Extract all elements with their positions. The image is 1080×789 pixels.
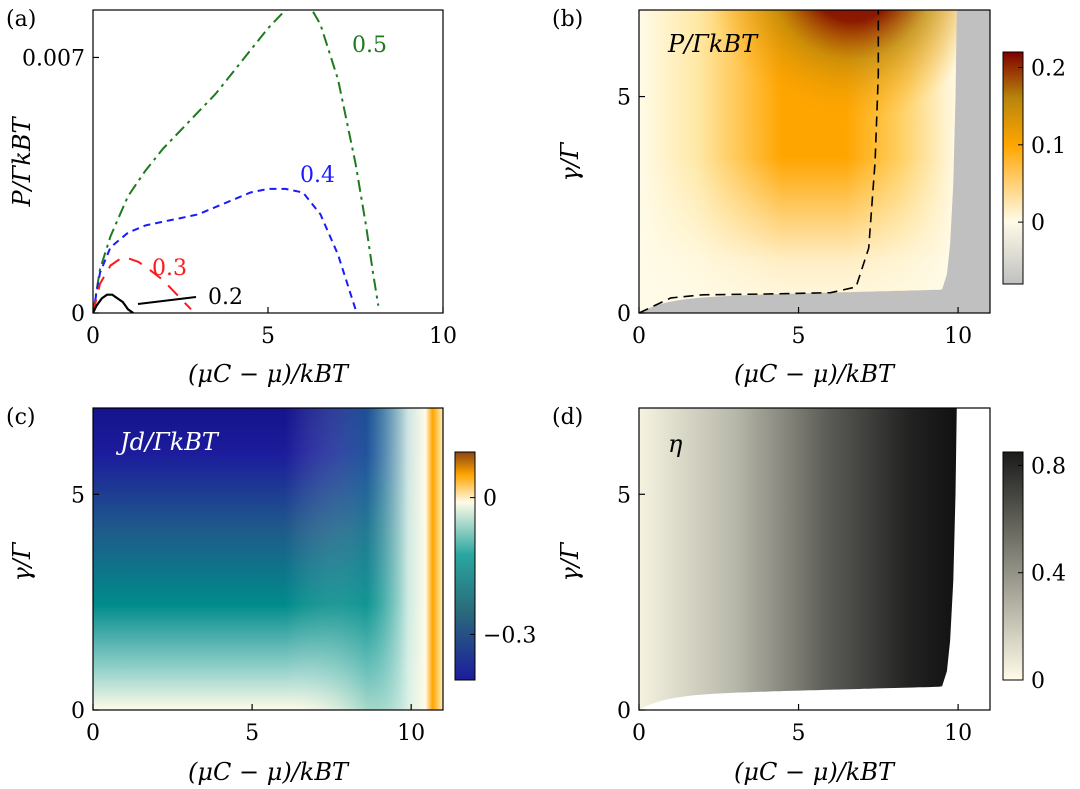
panel-a: (a) 0 5 10 0 0.007 0.5 0.4 0.3 0.2 (μC − μ)/… [6,7,457,388]
series-line-0.4 [93,187,357,313]
series-line-0.3 [93,257,192,313]
optimal-gamma-dashed-line [639,10,880,313]
panel-label-c: (c) [6,405,36,430]
series-label-0.5: 0.5 [352,33,387,58]
y-axis-label-d: γ/Γ [556,541,584,581]
plot-frame-c [92,407,444,711]
colorbar-d [1002,451,1024,681]
x-tick-label: 5 [261,324,275,349]
x-tick-label: 0 [86,721,100,746]
x-tick-label: 10 [944,721,972,746]
panel-label-a: (a) [6,7,36,32]
panel-b: (b) P/ΓkBT 0 5 10 0 5 0.2 0.1 0 (μC − μ)/kBT γ… [552,7,1066,388]
heatmap-annotation-b: P/ΓkBT [667,30,759,58]
heatmap-d [639,408,990,710]
plot-frame-d [638,407,991,711]
series-label-0.2-leader [137,296,197,305]
x-axis-label-b: (μC − μ)/kBT [734,360,896,388]
series-label-0.3: 0.3 [152,256,187,281]
x-tick-label: 5 [792,324,806,349]
plot-frame-a [92,9,444,314]
colorbar-tick-label: 0 [1031,669,1045,694]
colorbar-tick-label: 0.4 [1031,562,1066,587]
x-axis-label-d: (μC − μ)/kBT [734,758,896,786]
x-tick-label: 0 [86,324,100,349]
panel-label-d: (d) [552,405,583,430]
y-tick-label: 5 [617,483,631,508]
colorbar-tick-label: 0 [483,487,497,512]
x-tick-label: 0 [632,721,646,746]
y-tick-label: 5 [71,483,85,508]
y-axis-label-a: P/ΓkBT [8,115,36,207]
y-axis-label-b: γ/Γ [556,141,584,181]
y-axis-label-c: γ/Γ [8,541,36,581]
y-tick-label: 5 [617,86,631,111]
colorbar-tick-label: −0.3 [483,623,536,648]
panel-c: (c) Jd/ΓkBT 0 5 10 0 5 0 −0.3 (μC − μ)/kBT γ/… [6,405,536,786]
x-tick-label: 0 [632,324,646,349]
panel-label-b: (b) [552,7,583,32]
x-tick-label: 10 [397,721,425,746]
x-tick-label: 5 [245,721,259,746]
heatmap-c [93,408,443,710]
y-tick-label: 0.007 [22,46,85,71]
colorbar-tick-label: 0 [1031,211,1045,236]
heatmap-annotation-c: Jd/ΓkBT [115,428,220,456]
x-tick-label: 10 [944,324,972,349]
colorbar-b [1002,51,1024,285]
x-tick-label: 10 [429,324,457,349]
colorbar-tick-label: 0.1 [1031,134,1066,159]
colorbar-tick-label: 0.8 [1031,454,1066,479]
x-axis-label-c: (μC − μ)/kBT [188,758,350,786]
y-tick-label: 0 [617,699,631,724]
x-tick-label: 5 [792,721,806,746]
series-label-0.2: 0.2 [208,285,243,310]
panel-d: (d) η 0 5 10 0 5 0.8 0.4 0 (μC − μ)/kBT γ/Γ [552,405,1066,786]
series-line-0.5 [93,10,380,313]
series-label-0.4: 0.4 [300,163,335,188]
heatmap-annotation-d: η [668,430,683,458]
y-tick-label: 0 [71,302,85,327]
y-tick-label: 0 [617,302,631,327]
x-axis-label-a: (μC − μ)/kBT [188,360,350,388]
colorbar-tick-label: 0.2 [1031,56,1066,81]
heatmap-b [639,10,990,313]
colorbar-c [454,451,476,681]
y-tick-label: 0 [71,699,85,724]
plot-frame-b [638,9,991,314]
series-line-0.2 [93,293,134,313]
